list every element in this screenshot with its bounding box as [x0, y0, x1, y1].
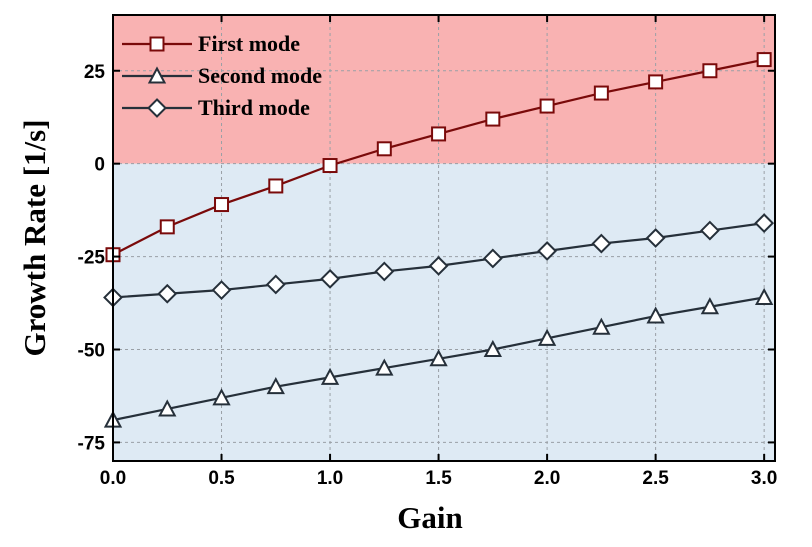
- x-tick-label-2: 1.0: [317, 468, 343, 489]
- point-third-mode-5: [374, 261, 395, 282]
- legend-label-second-mode: Second mode: [198, 63, 322, 88]
- plot-frame: [112, 14, 776, 462]
- y-tick-label-0: -75: [78, 433, 106, 454]
- point-first-mode-11: [702, 63, 718, 79]
- point-second-mode-5: [375, 358, 394, 376]
- point-third-mode-8: [537, 241, 558, 261]
- point-first-mode-6: [431, 126, 447, 142]
- legend-marker-second-mode: [147, 66, 167, 84]
- point-third-mode-4: [320, 268, 340, 289]
- series-layer: [103, 52, 775, 428]
- point-third-mode-12: [754, 213, 775, 234]
- point-second-mode-12: [754, 287, 774, 305]
- y-tick-label-1: -50: [78, 341, 105, 362]
- x-tick-label-1: 0.5: [208, 468, 235, 489]
- legend: First mode Second mode Third mode: [122, 31, 322, 120]
- region-stable: [113, 163, 775, 461]
- point-third-mode-9: [591, 233, 612, 254]
- point-second-mode-11: [700, 297, 720, 315]
- y-tick-label-3: 0: [94, 155, 105, 176]
- point-third-mode-2: [211, 280, 232, 300]
- point-second-mode-10: [646, 306, 665, 324]
- legend-marker-first-mode: [149, 36, 165, 52]
- point-first-mode-5: [376, 141, 392, 157]
- point-second-mode-6: [429, 349, 448, 367]
- point-second-mode-4: [320, 367, 340, 385]
- point-first-mode-1: [159, 219, 175, 235]
- point-first-mode-4: [322, 158, 338, 174]
- point-third-mode-1: [157, 283, 178, 304]
- point-third-mode-10: [645, 228, 666, 248]
- point-third-mode-11: [699, 220, 720, 241]
- point-first-mode-7: [485, 111, 501, 127]
- y-tick-label-2: -25: [78, 248, 106, 269]
- point-second-mode-7: [483, 339, 503, 357]
- x-tick-label-5: 2.5: [642, 468, 669, 489]
- point-first-mode-9: [593, 85, 609, 101]
- x-tick-label-4: 2.0: [534, 468, 560, 489]
- point-first-mode-8: [539, 98, 555, 114]
- x-tick-label-0: 0.0: [100, 468, 126, 489]
- region-layer: [113, 15, 775, 461]
- point-first-mode-3: [268, 178, 284, 194]
- x-axis-title: Gain: [397, 500, 462, 535]
- point-first-mode-2: [214, 197, 230, 213]
- point-second-mode-8: [537, 328, 557, 346]
- point-first-mode-12: [756, 52, 772, 68]
- legend-label-first-mode: First mode: [198, 31, 300, 56]
- y-axis-title: Growth Rate [1/s]: [17, 119, 52, 356]
- x-tick-label-3: 1.5: [425, 468, 452, 489]
- legend-label-third-mode: Third mode: [198, 95, 310, 120]
- point-third-mode-6: [428, 255, 449, 276]
- y-tick-label-4: 25: [84, 62, 106, 83]
- point-first-mode-10: [648, 74, 664, 90]
- point-second-mode-1: [158, 399, 177, 417]
- point-third-mode-3: [265, 274, 286, 295]
- point-second-mode-3: [266, 377, 285, 395]
- point-second-mode-2: [212, 388, 231, 406]
- legend-marker-third-mode: [147, 98, 167, 118]
- point-third-mode-7: [482, 248, 503, 269]
- x-tick-label-6: 3.0: [751, 468, 777, 489]
- axes-layer: 0.0 0.5 1.0 1.5 2.0 2.5 3.0 -75 -50 -25 0 25: [78, 14, 777, 489]
- point-second-mode-9: [592, 317, 611, 335]
